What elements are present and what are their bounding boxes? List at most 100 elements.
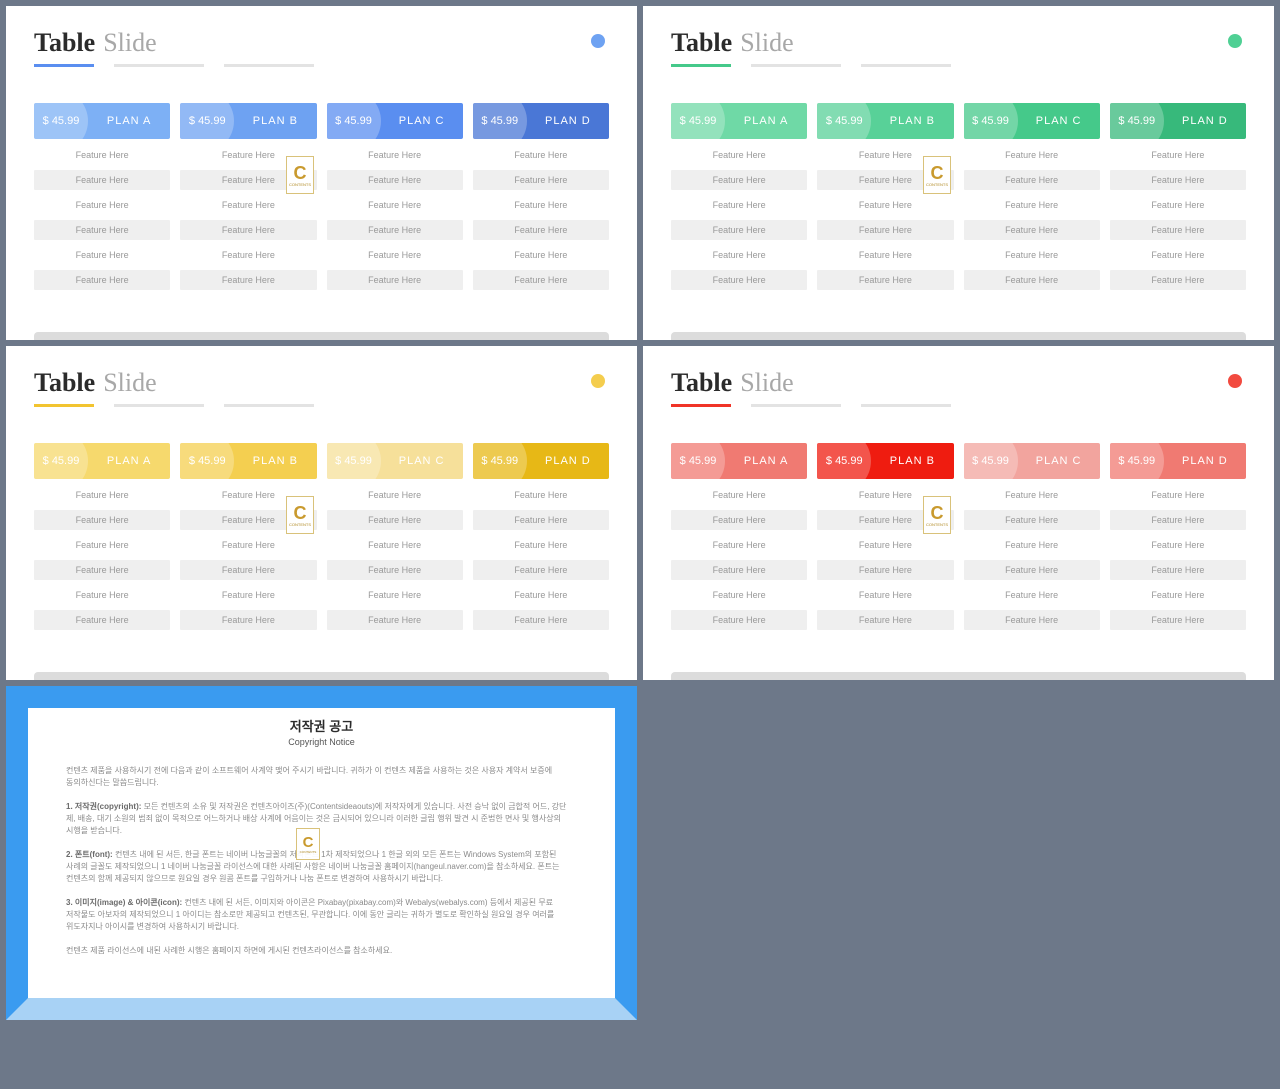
feature-col: Feature Here Feature Here Feature Here Feat… — [34, 145, 170, 290]
bottom-bar — [34, 672, 609, 680]
feature-cell: Feature Here — [180, 220, 316, 240]
feature-cell: Feature Here — [34, 585, 170, 605]
title-strong: Table — [34, 28, 95, 58]
plan-head: $ 45.99PLAN D — [1110, 443, 1246, 479]
feature-cell: Feature Here — [964, 560, 1100, 580]
feature-cell: Feature Here — [964, 170, 1100, 190]
feature-cell: Feature Here — [964, 610, 1100, 630]
feature-cell: Feature Here — [671, 145, 807, 165]
plan-price: $ 45.99 — [34, 455, 88, 467]
bottom-bar — [671, 332, 1246, 340]
feature-cell: Feature Here — [473, 195, 609, 215]
feature-col: Feature Here Feature Here Feature Here Feat… — [964, 485, 1100, 630]
feature-col: Feature HereFeature HereFeature HereFeat… — [473, 145, 609, 290]
watermark: C CONTENTS — [923, 156, 951, 194]
feature-cell: Feature Here — [671, 195, 807, 215]
copyright-p2: 2. 폰트(font): 컨텐츠 내에 된 서든, 한글 폰트는 네이버 나눔글… — [66, 849, 577, 885]
feature-cell: Feature Here — [473, 560, 609, 580]
feature-cell: Feature Here — [964, 510, 1100, 530]
plan-price: $ 45.99 — [1110, 115, 1164, 127]
feature-cell: Feature Here — [327, 220, 463, 240]
feature-col: Feature HereFeature HereFeature HereFeat… — [473, 485, 609, 630]
feature-cell: Feature Here — [34, 195, 170, 215]
feature-cell: Feature Here — [1110, 170, 1246, 190]
plan-row: $ 45.99PLAN A $ 45.99 PLAN B $ 45.99PLAN C $… — [34, 103, 609, 139]
feature-cell: Feature Here — [34, 610, 170, 630]
plan-row: $ 45.99PLAN A$ 45.99PLAN B$ 45.99PLAN C$… — [671, 443, 1246, 479]
feature-cell: Feature Here — [327, 610, 463, 630]
feature-cell: Feature Here — [671, 170, 807, 190]
plan-price: $ 45.99 — [327, 115, 381, 127]
plan-price: $ 45.99 — [180, 455, 234, 467]
feature-cell: Feature Here — [964, 585, 1100, 605]
feature-cols: Feature Here Feature Here Feature Here Feat… — [34, 145, 609, 290]
slide-grid: Table Slide $ 45.99PLAN A$ 45.99PLAN B$ … — [6, 6, 1274, 1020]
badge-dot — [591, 34, 605, 48]
feature-cell: Feature Here — [327, 510, 463, 530]
feature-cell: Feature Here — [34, 220, 170, 240]
feature-cell: Feature Here — [180, 560, 316, 580]
plan-head: $ 45.99PLAN B — [817, 443, 953, 479]
plan-price: $ 45.99 — [671, 455, 725, 467]
feature-cell: Feature Here — [964, 535, 1100, 555]
feature-cell: Feature Here — [671, 270, 807, 290]
feature-cell: Feature Here — [327, 560, 463, 580]
watermark: C CONTENTS — [286, 156, 314, 194]
feature-cell: Feature Here — [34, 145, 170, 165]
feature-cell: Feature Here — [1110, 485, 1246, 505]
plan-price: $ 45.99 — [671, 115, 725, 127]
feature-cell: Feature Here — [964, 485, 1100, 505]
underline-row — [34, 404, 609, 407]
feature-cell: Feature Here — [473, 270, 609, 290]
copyright-p4: 컨텐츠 제품 라이선스에 내된 사례한 시행은 홈페이지 하면에 게시된 컨텐츠… — [66, 945, 577, 957]
plan-label: PLAN C — [381, 115, 463, 127]
feature-cell: Feature Here — [817, 535, 953, 555]
feature-cell: Feature Here — [671, 610, 807, 630]
plan-label: PLAN A — [725, 115, 807, 127]
feature-col: Feature Here Feature Here Feature Here Feat… — [327, 485, 463, 630]
plan-label: PLAN B — [871, 115, 953, 127]
feature-cell: Feature Here — [180, 245, 316, 265]
feature-cell: Feature Here — [34, 270, 170, 290]
plan-head: $ 45.99PLAN B — [817, 103, 953, 139]
badge-dot — [591, 374, 605, 388]
plan-label: PLAN B — [234, 455, 316, 467]
feature-cell: Feature Here — [473, 535, 609, 555]
feature-cell: Feature Here — [1110, 510, 1246, 530]
feature-cell: Feature Here — [964, 145, 1100, 165]
plan-price: $ 45.99 — [473, 455, 527, 467]
feature-col: Feature Here Feature Here Feature Here Feat… — [1110, 485, 1246, 630]
feature-cell: Feature Here — [180, 585, 316, 605]
title-row: Table Slide — [34, 28, 609, 58]
slide-red: Table Slide $ 45.99PLAN A$ 45.99PLAN B$ … — [643, 346, 1274, 680]
title-row: Table Slide — [671, 28, 1246, 58]
plan-label: PLAN B — [234, 115, 316, 127]
title-strong: Table — [34, 368, 95, 398]
feature-cell: Feature Here — [964, 245, 1100, 265]
feature-cell: Feature Here — [1110, 535, 1246, 555]
copyright-p1: 1. 저작권(copyright): 모든 컨텐츠의 소유 및 저작권은 컨텐츠… — [66, 801, 577, 837]
bottom-bar — [671, 672, 1246, 680]
plan-head: $ 45.99PLAN A — [671, 103, 807, 139]
feature-cell: Feature Here — [327, 195, 463, 215]
feature-col: Feature HereFeature HereFeature HereFeat… — [34, 485, 170, 630]
feature-cell: Feature Here — [327, 485, 463, 505]
feature-cell: Feature Here — [817, 610, 953, 630]
feature-cell: Feature Here — [817, 220, 953, 240]
plan-label: PLAN C — [381, 455, 463, 467]
feature-cell: Feature Here — [671, 510, 807, 530]
plan-head: $ 45.99PLAN D — [473, 103, 609, 139]
feature-cell: Feature Here — [1110, 610, 1246, 630]
plan-head: $ 45.99PLAN C — [327, 103, 463, 139]
plan-label: PLAN D — [527, 455, 609, 467]
feature-cell: Feature Here — [473, 585, 609, 605]
watermark: C CONTENTS — [296, 828, 320, 860]
badge-dot — [1228, 34, 1242, 48]
feature-cell: Feature Here — [327, 585, 463, 605]
feature-cell: Feature Here — [671, 220, 807, 240]
feature-cell: Feature Here — [34, 510, 170, 530]
plan-head: $ 45.99PLAN A — [34, 103, 170, 139]
feature-cell: Feature Here — [180, 535, 316, 555]
feature-cell: Feature Here — [817, 195, 953, 215]
slide-green: Table Slide $ 45.99PLAN A$ 45.99PLAN B$ … — [643, 6, 1274, 340]
